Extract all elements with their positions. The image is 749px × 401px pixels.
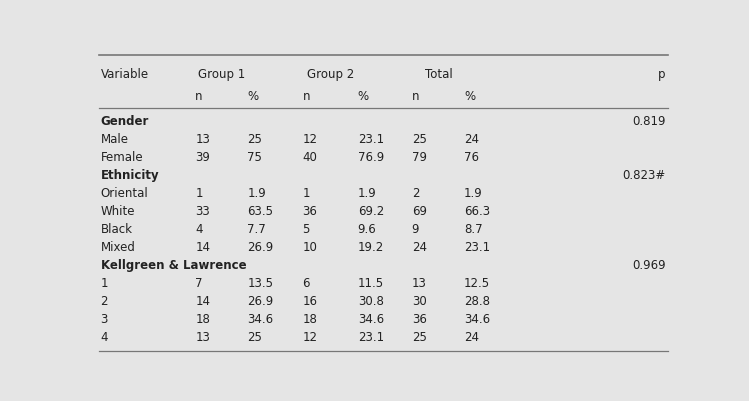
Text: 13: 13 [195, 133, 210, 146]
Text: 7.7: 7.7 [247, 223, 266, 235]
Text: Group 1: Group 1 [198, 68, 245, 81]
Text: 25: 25 [247, 330, 262, 343]
Text: Ethnicity: Ethnicity [100, 169, 160, 182]
Text: 10: 10 [303, 241, 318, 253]
Text: 34.6: 34.6 [358, 312, 384, 325]
Text: 25: 25 [247, 133, 262, 146]
Text: 28.8: 28.8 [464, 294, 490, 307]
Text: 18: 18 [303, 312, 318, 325]
Text: 34.6: 34.6 [247, 312, 273, 325]
Text: n: n [412, 89, 419, 103]
Text: 69.2: 69.2 [358, 205, 384, 218]
Text: 76.9: 76.9 [358, 151, 384, 164]
Text: 13.5: 13.5 [247, 276, 273, 289]
Text: 16: 16 [303, 294, 318, 307]
Text: 23.1: 23.1 [464, 241, 490, 253]
Text: 36: 36 [412, 312, 427, 325]
Text: 36: 36 [303, 205, 318, 218]
Text: p: p [658, 68, 665, 81]
Text: 30.8: 30.8 [358, 294, 383, 307]
Text: 39: 39 [195, 151, 210, 164]
Text: Variable: Variable [100, 68, 149, 81]
Text: 1.9: 1.9 [247, 187, 266, 200]
Text: 24: 24 [464, 330, 479, 343]
Text: 2: 2 [412, 187, 419, 200]
Text: 24: 24 [412, 241, 427, 253]
Text: 25: 25 [412, 133, 427, 146]
Text: 33: 33 [195, 205, 210, 218]
Text: %: % [358, 89, 369, 103]
Text: 0.823#: 0.823# [622, 169, 665, 182]
Text: 34.6: 34.6 [464, 312, 490, 325]
Text: 9.6: 9.6 [358, 223, 377, 235]
Text: 30: 30 [412, 294, 426, 307]
Text: Kellgreen & Lawrence: Kellgreen & Lawrence [100, 258, 246, 271]
Text: 66.3: 66.3 [464, 205, 490, 218]
Text: 14: 14 [195, 241, 210, 253]
Text: 8.7: 8.7 [464, 223, 482, 235]
Text: Male: Male [100, 133, 129, 146]
Text: 69: 69 [412, 205, 427, 218]
Text: 1: 1 [303, 187, 310, 200]
Text: n: n [195, 89, 203, 103]
Text: 13: 13 [412, 276, 427, 289]
Text: %: % [247, 89, 258, 103]
Text: 2: 2 [100, 294, 108, 307]
Text: Oriental: Oriental [100, 187, 148, 200]
Text: Female: Female [100, 151, 143, 164]
Text: Gender: Gender [100, 115, 149, 128]
Text: White: White [100, 205, 135, 218]
Text: 0.819: 0.819 [632, 115, 665, 128]
Text: 26.9: 26.9 [247, 294, 273, 307]
Text: 76: 76 [464, 151, 479, 164]
Text: 23.1: 23.1 [358, 133, 384, 146]
Text: 1.9: 1.9 [464, 187, 482, 200]
Text: 6: 6 [303, 276, 310, 289]
Text: 12: 12 [303, 133, 318, 146]
Text: 24: 24 [464, 133, 479, 146]
Text: 14: 14 [195, 294, 210, 307]
Text: 18: 18 [195, 312, 210, 325]
Text: 63.5: 63.5 [247, 205, 273, 218]
Text: Black: Black [100, 223, 133, 235]
Text: 0.969: 0.969 [631, 258, 665, 271]
Text: 1: 1 [195, 187, 203, 200]
Text: 4: 4 [100, 330, 108, 343]
Text: 11.5: 11.5 [358, 276, 384, 289]
Text: 26.9: 26.9 [247, 241, 273, 253]
Text: 19.2: 19.2 [358, 241, 384, 253]
Text: 4: 4 [195, 223, 203, 235]
Text: 3: 3 [100, 312, 108, 325]
Text: 1: 1 [100, 276, 108, 289]
Text: 75: 75 [247, 151, 262, 164]
Text: 13: 13 [195, 330, 210, 343]
Text: Total: Total [425, 68, 453, 81]
Text: %: % [464, 89, 475, 103]
Text: Group 2: Group 2 [307, 68, 354, 81]
Text: 12.5: 12.5 [464, 276, 490, 289]
Text: 23.1: 23.1 [358, 330, 384, 343]
Text: 5: 5 [303, 223, 310, 235]
Text: 9: 9 [412, 223, 419, 235]
Text: 12: 12 [303, 330, 318, 343]
Text: 25: 25 [412, 330, 427, 343]
Text: 7: 7 [195, 276, 203, 289]
Text: 1.9: 1.9 [358, 187, 377, 200]
Text: 79: 79 [412, 151, 427, 164]
Text: 40: 40 [303, 151, 318, 164]
Text: Mixed: Mixed [100, 241, 136, 253]
Text: n: n [303, 89, 310, 103]
